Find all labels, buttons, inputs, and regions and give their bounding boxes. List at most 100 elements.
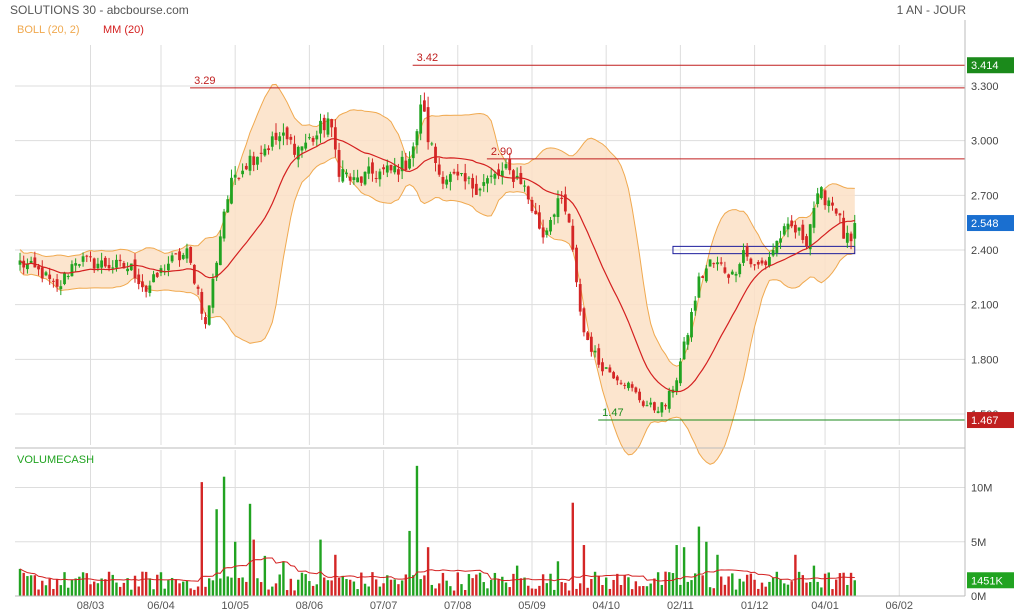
candle-body (478, 188, 482, 191)
volume-bar (408, 530, 411, 596)
volume-bar (486, 588, 489, 596)
volume-bar (745, 574, 749, 596)
volume-bar (222, 476, 226, 596)
price-grid (15, 45, 965, 445)
candle-body (552, 214, 556, 217)
candle-body (768, 256, 771, 267)
volume-bar (541, 574, 545, 596)
candle-body (586, 332, 590, 341)
volume-bar (348, 579, 352, 596)
volume-bar (386, 575, 389, 596)
low-marker-label: 1.467 (971, 415, 999, 427)
volume-bar (475, 574, 478, 596)
candle-body (678, 361, 682, 384)
volume-bar (200, 482, 203, 596)
volume-bar (538, 585, 541, 596)
volume-bar (623, 575, 626, 596)
volume-bar (174, 579, 178, 596)
zone-rectangle (672, 245, 856, 255)
candle-body (144, 285, 148, 292)
period-label[interactable]: 1 AN - JOUR (896, 3, 966, 17)
candle-body (474, 183, 478, 195)
volume-bar (827, 572, 830, 596)
candle-body (397, 169, 400, 175)
volume-bar (771, 577, 775, 596)
candle-body (593, 350, 597, 353)
volume-bar (493, 572, 497, 596)
candle-body (315, 135, 319, 140)
candle-body (775, 240, 779, 253)
volume-bar (193, 589, 196, 596)
volume-bar (760, 582, 764, 596)
volume-bar (389, 579, 393, 596)
candle-body (170, 255, 174, 262)
volume-bar (790, 581, 793, 596)
volume-bar (308, 581, 311, 596)
volume-bar (642, 586, 645, 596)
volume-bar (504, 582, 508, 596)
volume-bar (55, 579, 59, 596)
candle-body (237, 177, 241, 179)
candle-body (59, 286, 63, 290)
volume-bar (582, 545, 586, 596)
volume-bar (434, 588, 437, 596)
candle-body (374, 177, 378, 179)
time-tick-label: 06/04 (147, 600, 175, 612)
volume-bar (163, 588, 166, 596)
candle-body (734, 273, 738, 276)
volume-bar (311, 585, 315, 596)
bollinger-upper (19, 83, 855, 367)
candle-body (441, 176, 445, 184)
candle-body (178, 251, 181, 261)
volume-bar (794, 554, 797, 596)
volume-bar (96, 583, 100, 596)
price-tick-label: 3.300 (971, 81, 999, 93)
volume-bar (653, 578, 656, 596)
candle-body (378, 171, 382, 180)
candle-body (827, 200, 831, 207)
volume-bar (530, 588, 534, 596)
candle-body (831, 202, 834, 206)
price-tick-label: 3.000 (971, 136, 999, 148)
volume-bar (835, 579, 838, 596)
volume-bar (423, 575, 426, 596)
candle-body (107, 264, 111, 269)
volume-bar (501, 576, 504, 596)
candle-body (526, 186, 530, 200)
candle-body (263, 148, 267, 156)
volume-bar (619, 585, 623, 596)
volume-tick-label: 0M (971, 591, 986, 603)
candle-body (704, 268, 708, 282)
candle-body (534, 210, 538, 215)
volume-bar (671, 573, 675, 596)
volume-bar (783, 583, 786, 596)
candle-body (460, 173, 463, 175)
bollinger-band (19, 83, 856, 465)
candle-body (563, 194, 567, 212)
volume-bar (315, 584, 318, 596)
candle-body (667, 390, 671, 409)
candle-body (267, 148, 270, 151)
candle-body (274, 132, 278, 140)
candle-body (627, 382, 630, 389)
candle-body (604, 367, 608, 369)
candle-body (189, 246, 193, 263)
candle-body (567, 213, 571, 223)
price-tick-label: 2.700 (971, 190, 999, 202)
candle-body (44, 272, 48, 276)
candle-body (730, 271, 734, 275)
candle-body (211, 278, 215, 308)
candle-body (649, 402, 653, 405)
candle-body (419, 104, 423, 134)
volume-bar (438, 583, 441, 596)
volume-bar (345, 579, 348, 596)
time-tick-label: 07/08 (444, 600, 472, 612)
candle-body (74, 263, 78, 266)
volume-bar (289, 578, 293, 596)
volume-bar (549, 573, 552, 596)
candle-body (549, 219, 552, 232)
candle-body (40, 267, 44, 279)
volume-bar (74, 578, 77, 596)
high-marker-box (967, 57, 1014, 74)
volume-bar (556, 561, 560, 596)
